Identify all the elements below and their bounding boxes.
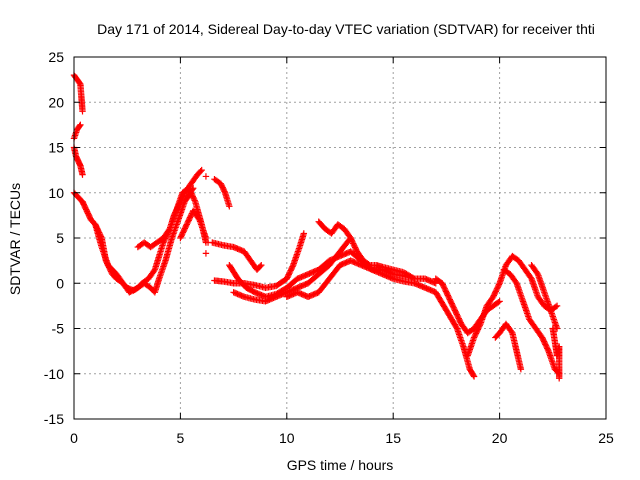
series-track-t bbox=[528, 261, 561, 332]
data-point bbox=[77, 121, 84, 129]
x-axis-label: GPS time / hours bbox=[287, 457, 394, 473]
series-track-u bbox=[549, 325, 563, 382]
y-tick-label: 20 bbox=[48, 94, 64, 110]
x-tick-label: 5 bbox=[177, 430, 185, 446]
y-tick-label: 25 bbox=[48, 49, 64, 65]
series-track-o bbox=[315, 218, 418, 282]
data-point bbox=[544, 346, 552, 353]
grid bbox=[74, 57, 606, 419]
data-point bbox=[512, 278, 519, 286]
data-point bbox=[226, 203, 233, 210]
data-point bbox=[204, 239, 212, 246]
data-point bbox=[553, 302, 561, 310]
data-point bbox=[495, 281, 503, 288]
series-track-q bbox=[464, 252, 561, 359]
series-track-n bbox=[283, 257, 478, 380]
data-point bbox=[552, 303, 559, 310]
data-point bbox=[476, 322, 484, 329]
data-point bbox=[202, 234, 210, 242]
series-track-b bbox=[70, 121, 84, 142]
y-tick-label: -15 bbox=[44, 411, 64, 427]
series-track-a bbox=[70, 71, 86, 115]
data-point bbox=[258, 261, 265, 269]
data-point bbox=[365, 261, 372, 268]
x-tick-labels: 0 5 10 15 20 25 bbox=[70, 430, 614, 446]
y-axis-label: SDTVAR / TECUs bbox=[7, 183, 23, 295]
data-point bbox=[533, 269, 541, 277]
data-point bbox=[221, 188, 228, 195]
data-point bbox=[197, 168, 204, 175]
data-point bbox=[79, 171, 86, 178]
x-tick-label: 20 bbox=[492, 430, 508, 446]
data-point bbox=[517, 366, 525, 373]
data-point bbox=[527, 274, 534, 281]
series-track-k bbox=[211, 230, 308, 291]
series-track-f bbox=[92, 185, 197, 296]
data-point bbox=[165, 227, 173, 234]
series-track-c bbox=[70, 144, 86, 178]
chart-title: Day 171 of 2014, Sidereal Day-to-day VTE… bbox=[97, 21, 595, 37]
data-point bbox=[495, 299, 502, 306]
data-point bbox=[496, 298, 503, 305]
data-point bbox=[411, 275, 418, 282]
data-point bbox=[150, 267, 158, 275]
data-point bbox=[76, 122, 83, 130]
y-tick-labels: -15 -10 -5 0 5 10 15 20 25 bbox=[44, 49, 64, 427]
data-point bbox=[470, 373, 478, 380]
data-point bbox=[453, 324, 460, 331]
x-tick-label: 0 bbox=[70, 430, 78, 446]
y-tick-label: -5 bbox=[52, 321, 65, 337]
y-tick-label: 10 bbox=[48, 185, 64, 201]
data-point bbox=[191, 197, 198, 204]
x-tick-label: 25 bbox=[598, 430, 614, 446]
y-tick-label: 5 bbox=[56, 230, 64, 246]
data-point bbox=[198, 166, 205, 174]
data-point bbox=[202, 173, 210, 180]
data-points bbox=[70, 71, 563, 382]
data-point bbox=[257, 263, 264, 270]
series-track-j bbox=[209, 239, 265, 273]
data-point bbox=[300, 230, 308, 237]
data-point bbox=[79, 108, 86, 115]
series-track-r bbox=[492, 320, 525, 373]
series-track-h bbox=[177, 207, 210, 242]
y-tick-label: -10 bbox=[44, 366, 64, 382]
x-tick-label: 15 bbox=[385, 430, 401, 446]
data-point bbox=[202, 250, 210, 257]
data-point bbox=[508, 328, 515, 335]
data-point bbox=[409, 274, 417, 282]
data-point bbox=[555, 375, 563, 382]
data-point bbox=[289, 263, 296, 270]
data-point bbox=[470, 372, 477, 379]
x-tick-label: 10 bbox=[279, 430, 295, 446]
series-outliers bbox=[202, 173, 212, 257]
data-point bbox=[195, 215, 202, 222]
tick-marks bbox=[73, 56, 607, 420]
series-track-i bbox=[211, 175, 233, 210]
y-tick-label: 0 bbox=[56, 275, 64, 291]
y-tick-label: 15 bbox=[48, 140, 64, 156]
